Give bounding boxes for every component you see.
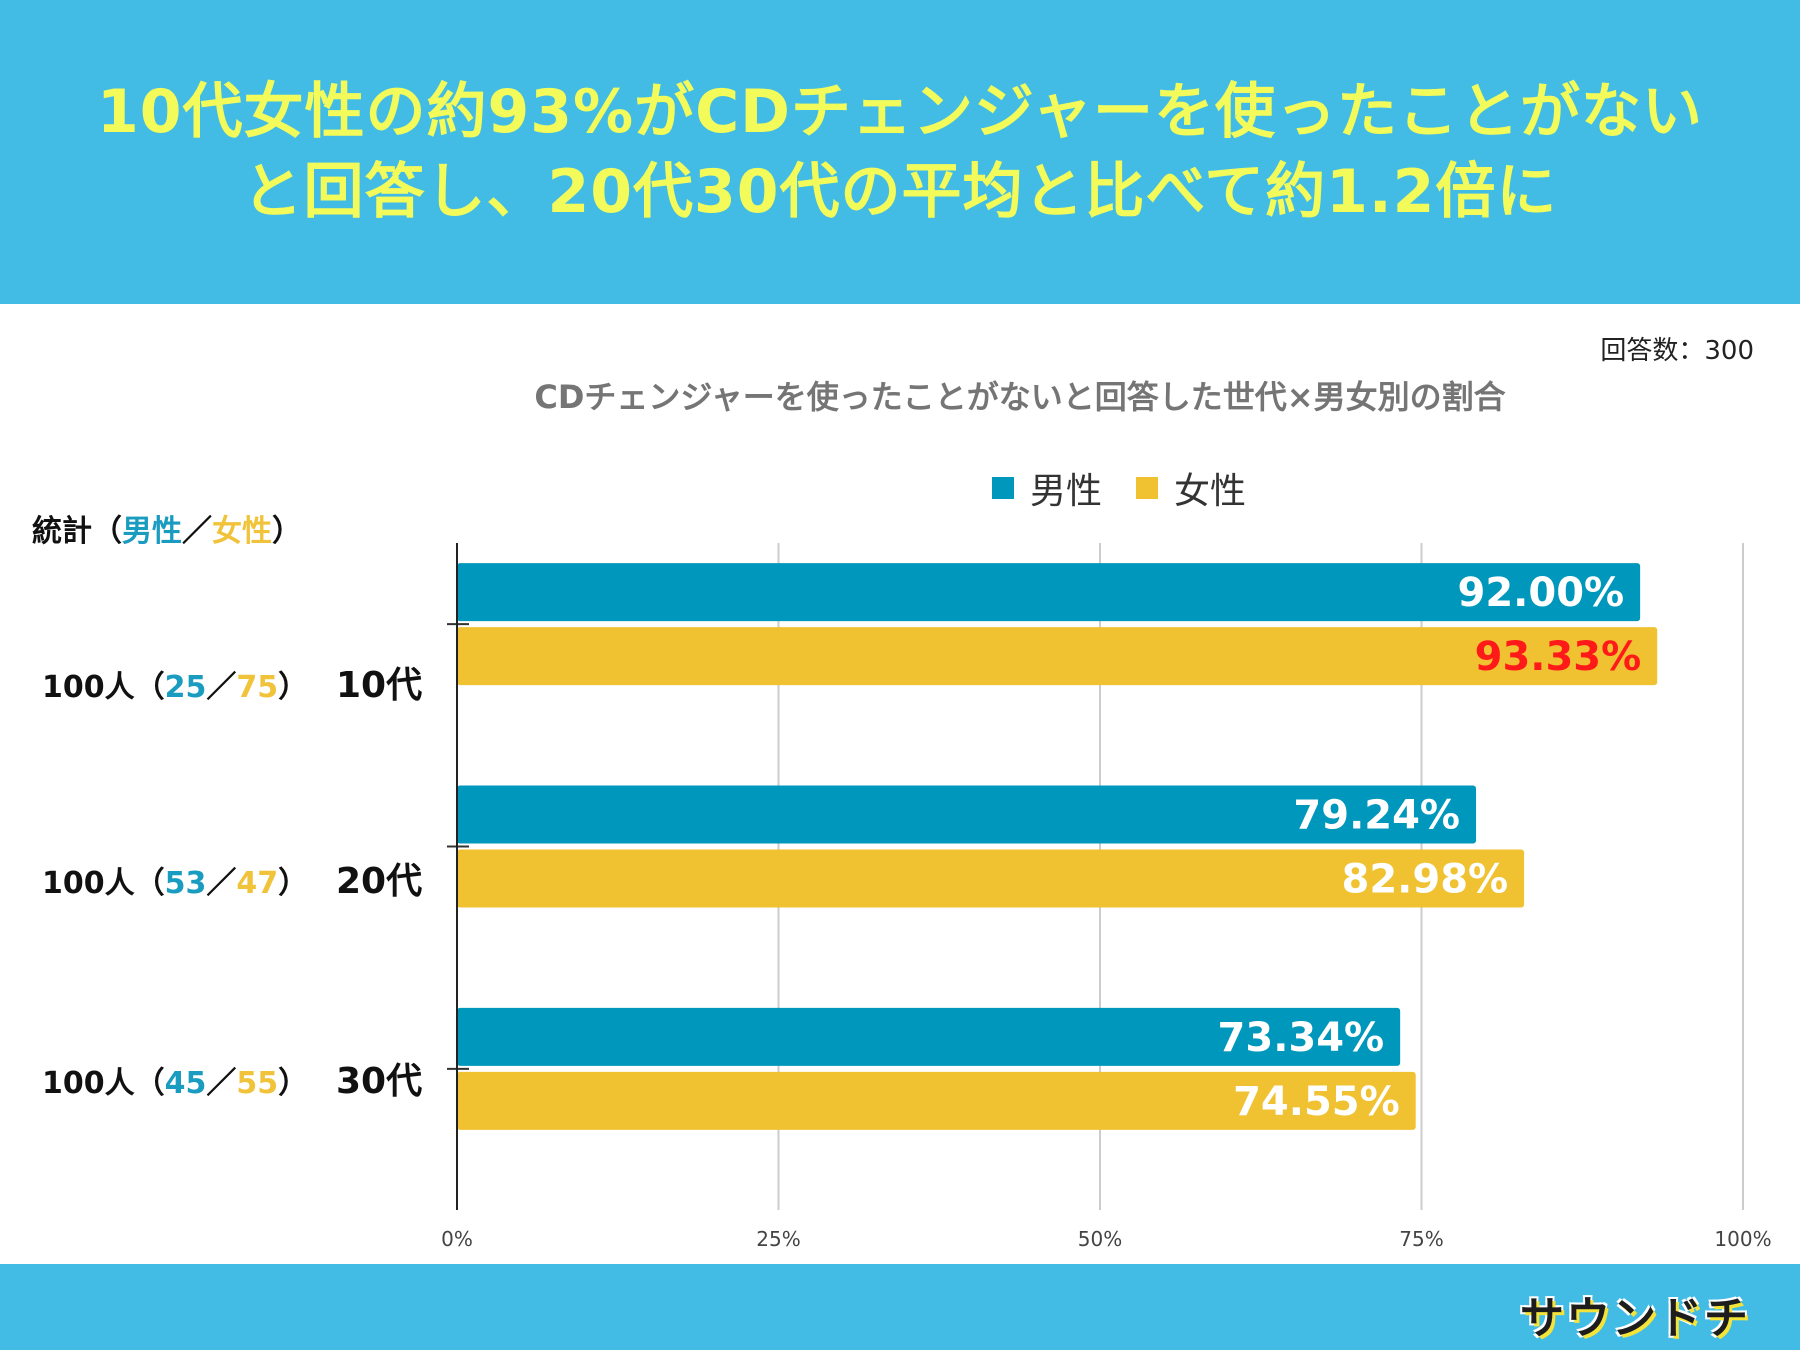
bar-female bbox=[457, 627, 1658, 686]
row-stat-total: 100人（ bbox=[42, 670, 165, 705]
row-stat-female: 75 bbox=[236, 670, 279, 705]
headline-line-1: 10代女性の約93%がCDチェンジャーを使ったことがない bbox=[97, 77, 1703, 147]
x-tick-label: 75% bbox=[1399, 1227, 1443, 1251]
data-label: 74.55% bbox=[1233, 1079, 1400, 1125]
brand-logo: サウンドチ bbox=[1520, 1293, 1750, 1344]
row-stat-male: 53 bbox=[164, 866, 207, 901]
x-tick-label: 25% bbox=[756, 1227, 800, 1251]
bar-chart: 0% 25% 50% 75% 100% 92.00% 93.33% 79.24% 82.98% 7… bbox=[441, 543, 1772, 1251]
x-tick-label: 100% bbox=[1714, 1227, 1771, 1251]
category-label-20s: 20代 bbox=[336, 861, 423, 902]
data-label: 92.00% bbox=[1458, 570, 1625, 616]
legend-item-female: 女性 bbox=[1136, 462, 1246, 514]
row-stat-sep: ／ bbox=[206, 866, 237, 901]
row-stat-total: 100人（ bbox=[42, 1066, 165, 1101]
data-label: 82.98% bbox=[1342, 857, 1509, 903]
bar-male bbox=[457, 563, 1641, 622]
row-stat-sep: ／ bbox=[206, 670, 237, 705]
x-tick-label: 50% bbox=[1078, 1227, 1122, 1251]
stats-header-sep: ／ bbox=[182, 514, 212, 549]
category-label-30s: 30代 bbox=[336, 1061, 423, 1102]
row-stat-20s: 100人（53／47） bbox=[42, 858, 308, 902]
legend-swatch-female bbox=[1136, 477, 1159, 499]
headline: 10代女性の約93%がCDチェンジャーを使ったことがない と回答し、20代30代… bbox=[0, 72, 1800, 232]
data-label: 93.33% bbox=[1475, 634, 1642, 680]
footer-band bbox=[0, 1264, 1800, 1350]
stats-header-male: 男性 bbox=[122, 514, 182, 549]
row-stat-close: ） bbox=[278, 1066, 309, 1101]
row-stat-male: 45 bbox=[164, 1066, 207, 1101]
data-label: 73.34% bbox=[1218, 1015, 1385, 1061]
legend-label-female: 女性 bbox=[1174, 471, 1247, 512]
stats-header-female: 女性 bbox=[212, 514, 272, 549]
x-tick-label: 0% bbox=[441, 1227, 473, 1251]
bar-female bbox=[457, 849, 1525, 908]
legend: 男性 女性 bbox=[992, 462, 1280, 514]
data-label: 79.24% bbox=[1293, 793, 1460, 839]
stats-header: 統計（男性／女性） bbox=[32, 506, 302, 550]
stats-header-suffix: ） bbox=[272, 514, 302, 549]
row-stat-total: 100人（ bbox=[42, 866, 165, 901]
row-stat-close: ） bbox=[278, 866, 309, 901]
bar-female bbox=[457, 1071, 1416, 1130]
row-stat-10s: 100人（25／75） bbox=[42, 662, 308, 706]
row-stat-female: 47 bbox=[236, 866, 279, 901]
category-label-10s: 10代 bbox=[336, 665, 423, 706]
bar-male bbox=[457, 785, 1477, 844]
row-stat-male: 25 bbox=[164, 670, 207, 705]
bar-male bbox=[457, 1007, 1401, 1066]
chart-title: CDチェンジャーを使ったことがないと回答した世代×男女別の割合 bbox=[534, 378, 1506, 416]
legend-label-male: 男性 bbox=[1030, 471, 1103, 512]
header-band bbox=[0, 0, 1800, 304]
row-stat-30s: 100人（45／55） bbox=[42, 1058, 308, 1102]
legend-item-male: 男性 bbox=[992, 462, 1102, 514]
stats-header-prefix: 統計（ bbox=[32, 514, 122, 549]
respondent-count: 回答数：300 bbox=[1600, 336, 1754, 366]
row-stat-female: 55 bbox=[236, 1066, 279, 1101]
row-stat-sep: ／ bbox=[206, 1066, 237, 1101]
legend-swatch-male bbox=[992, 477, 1014, 499]
headline-line-2: と回答し、20代30代の平均と比べて約1.2倍に bbox=[242, 157, 1558, 227]
row-stat-close: ） bbox=[278, 670, 309, 705]
